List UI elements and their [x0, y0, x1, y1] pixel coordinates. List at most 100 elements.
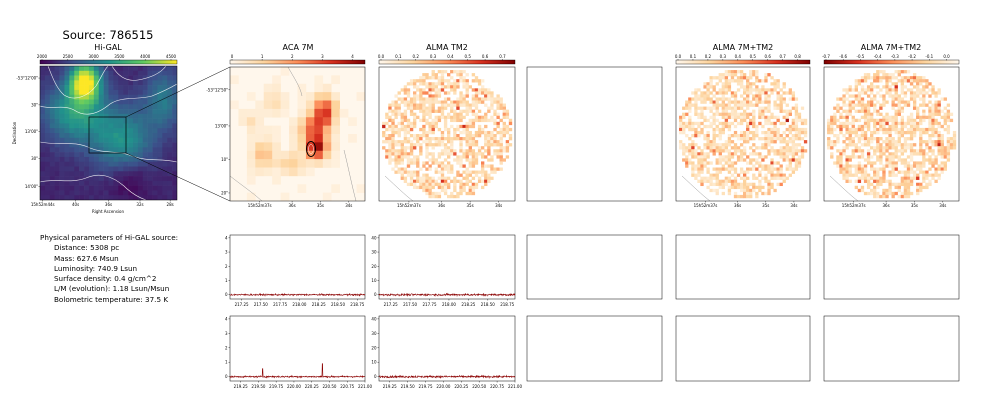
heatmap-cell — [857, 94, 862, 98]
heatmap-cell — [447, 85, 451, 89]
heatmap-cell — [79, 123, 85, 129]
heatmap-cell — [730, 179, 735, 183]
heatmap-cell — [391, 127, 395, 132]
heatmap-cell — [706, 140, 710, 144]
x-tick-label: 35s — [467, 203, 474, 208]
heatmap-cell — [870, 82, 874, 86]
heatmap-cell — [909, 134, 914, 138]
heatmap-cell — [891, 164, 895, 168]
heatmap-cell — [857, 164, 862, 168]
heatmap-cell — [706, 97, 710, 101]
heatmap-cell — [468, 103, 472, 107]
heatmap-cell — [128, 195, 134, 200]
heatmap-cell — [688, 97, 692, 101]
heatmap-cell — [305, 117, 315, 126]
heatmap-cell — [297, 134, 307, 143]
heatmap-cell — [709, 182, 713, 187]
heatmap-cell — [888, 164, 892, 168]
heatmap-cell — [69, 161, 75, 167]
heatmap-cell — [54, 75, 60, 81]
heatmap-cell — [876, 137, 880, 141]
heatmap-cell — [758, 115, 762, 120]
heatmap-cell — [49, 185, 55, 191]
heatmap-cell — [490, 118, 494, 123]
heatmap-cell — [721, 88, 725, 92]
heatmap-cell — [505, 124, 510, 129]
heatmap-cell — [752, 124, 756, 129]
heatmap-cell — [773, 176, 777, 180]
heatmap-cell — [906, 88, 911, 92]
heatmap-cell — [59, 89, 65, 96]
heatmap-cell — [481, 118, 485, 123]
heatmap-cell — [113, 142, 119, 148]
heatmap-cell — [425, 100, 429, 104]
heatmap-cell — [297, 117, 307, 126]
heatmap-cell — [413, 161, 417, 165]
heatmap-cell — [471, 170, 476, 174]
heatmap-cell — [462, 97, 466, 101]
heatmap-cell — [703, 176, 707, 180]
heatmap-cell — [128, 156, 134, 163]
heatmap-cell — [934, 179, 938, 183]
heatmap-cell — [453, 85, 457, 89]
heatmap-cell — [434, 85, 438, 89]
heatmap-cell — [888, 140, 892, 144]
physical-parameters: Physical parameters of Hi-GAL source: Di… — [40, 233, 178, 305]
heatmap-cell — [940, 97, 944, 101]
heatmap-cell — [413, 97, 417, 101]
heatmap-cell — [54, 66, 60, 72]
heatmap-cell — [733, 134, 738, 138]
heatmap-cell — [157, 133, 163, 139]
aca-grey-contour — [230, 175, 263, 201]
heatmap-cell — [167, 118, 173, 124]
heatmap-cell — [152, 85, 158, 91]
heatmap-cell — [314, 134, 324, 143]
heatmap-cell — [879, 158, 883, 162]
heatmap-cell — [502, 124, 506, 129]
heatmap-cell — [876, 73, 880, 77]
y-tick-label: 0 — [374, 374, 377, 379]
heatmap-cell — [49, 85, 55, 91]
heatmap-cell — [791, 127, 796, 132]
heatmap-cell — [428, 91, 432, 95]
heatmap-cell — [922, 118, 926, 123]
heatmap-cell — [730, 73, 735, 77]
heatmap-cell — [882, 121, 886, 126]
heatmap-cell — [791, 158, 796, 162]
heatmap-cell — [794, 134, 799, 138]
heatmap-cell — [931, 134, 935, 138]
heatmap-cell — [88, 142, 95, 148]
heatmap-cell — [388, 137, 392, 141]
heatmap-cell — [870, 130, 874, 135]
heatmap-cell — [715, 127, 719, 132]
heatmap-cell — [836, 103, 840, 107]
heatmap-cell — [79, 118, 85, 124]
heatmap-cell — [505, 146, 510, 150]
heatmap-cell — [443, 158, 448, 162]
heatmap-cell — [431, 161, 435, 165]
heatmap-cell — [854, 109, 858, 113]
heatmap-cell — [443, 146, 448, 150]
heatmap-cell — [440, 112, 445, 116]
heatmap-cell — [770, 130, 774, 135]
heatmap-cell — [103, 94, 109, 100]
heatmap-cell — [487, 173, 491, 177]
heatmap-cell — [767, 170, 771, 174]
heatmap-cell — [471, 188, 476, 193]
heatmap-cell — [691, 167, 695, 171]
heatmap-cell — [934, 100, 938, 104]
heatmap-cell — [450, 124, 454, 129]
heatmap-cell — [860, 91, 865, 95]
heatmap-cell — [749, 137, 753, 141]
heatmap-cell — [391, 167, 395, 171]
heatmap-cell — [54, 113, 60, 119]
heatmap-cell — [403, 115, 408, 120]
heatmap-cell — [456, 103, 460, 107]
heatmap-cell — [69, 104, 75, 110]
heatmap-cell — [172, 75, 177, 81]
heatmap-cell — [419, 91, 423, 95]
heatmap-cell — [894, 127, 898, 132]
heatmap-cell — [830, 146, 834, 150]
heatmap-cell — [919, 161, 923, 165]
heatmap-cell — [137, 142, 144, 148]
